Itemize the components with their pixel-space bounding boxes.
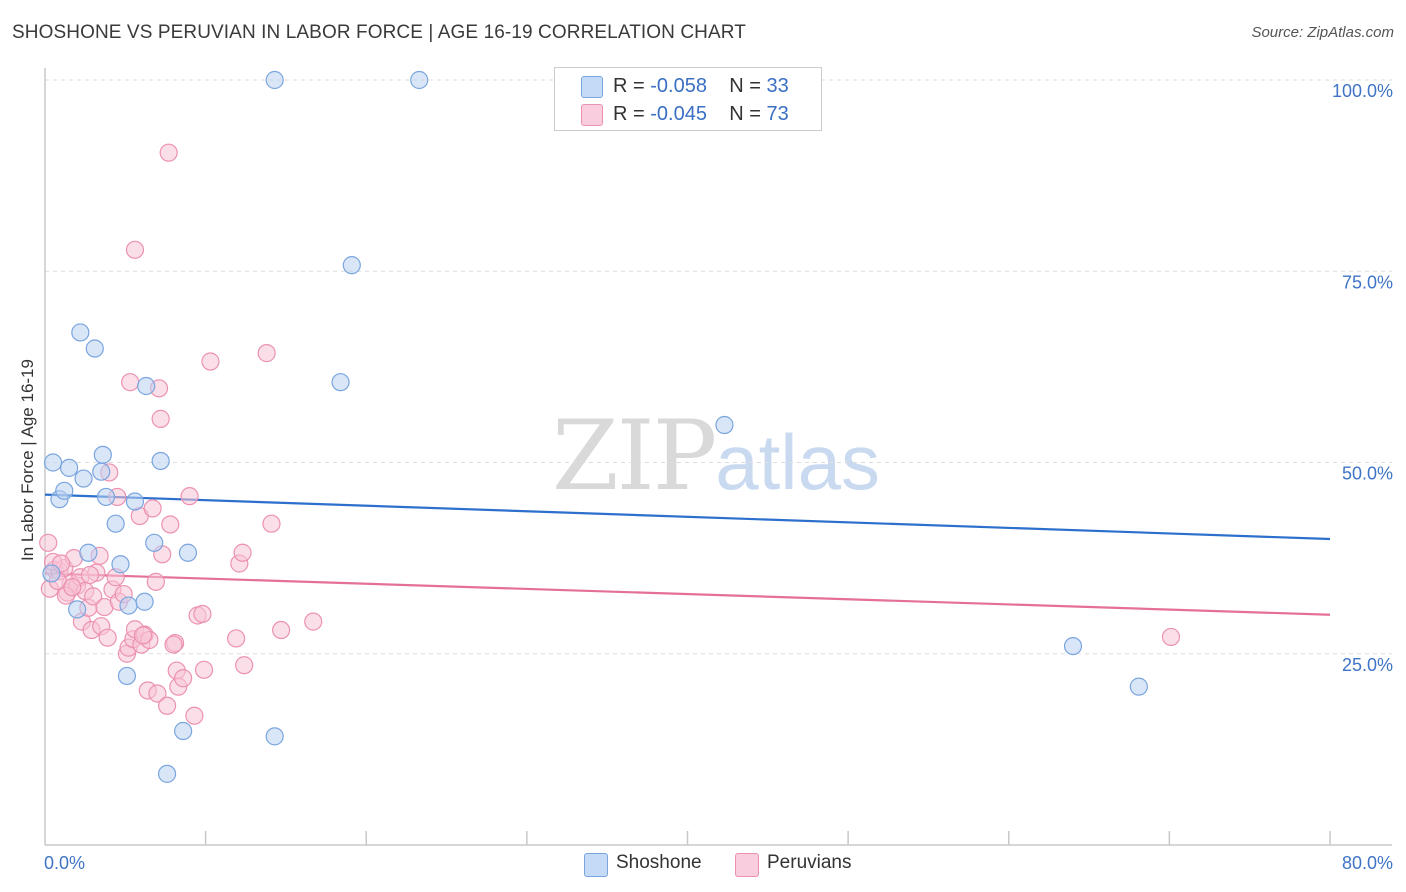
y-tick-label: 25.0% bbox=[1342, 655, 1393, 675]
data-point-peruvians bbox=[227, 629, 246, 648]
data-point-shoshone bbox=[68, 600, 87, 619]
legend-r-label: R = bbox=[613, 74, 645, 97]
data-point-shoshone bbox=[178, 543, 198, 562]
legend-n-value: 33 bbox=[766, 74, 789, 97]
source-label: Source: ZipAtlas.com bbox=[1251, 24, 1394, 41]
correlation-legend: R = -0.058 N = 33 R = -0.045 N = 73 bbox=[554, 67, 822, 131]
legend-n-label: N = bbox=[729, 74, 761, 97]
data-point-shoshone bbox=[1063, 636, 1083, 656]
data-point-shoshone bbox=[410, 70, 429, 90]
data-point-shoshone bbox=[137, 376, 156, 396]
tick-labels: 25.0% 50.0% 75.0% 100.0% 0.0% 80.0% bbox=[44, 81, 1393, 873]
data-point-peruvians bbox=[194, 660, 214, 679]
bottom-legend-swatch-shoshone bbox=[584, 853, 608, 877]
data-point-shoshone bbox=[145, 533, 164, 552]
data-point-peruvians bbox=[125, 240, 145, 259]
data-point-peruvians bbox=[257, 344, 276, 363]
chart-title: SHOSHONE VS PERUVIAN IN LABOR FORCE | AG… bbox=[12, 22, 746, 43]
data-point-peruvians bbox=[180, 487, 199, 506]
data-point-shoshone bbox=[117, 666, 137, 686]
legend-n-label: N = bbox=[729, 102, 761, 125]
data-point-shoshone bbox=[265, 727, 284, 746]
bottom-legend-label-shoshone: Shoshone bbox=[616, 852, 702, 873]
data-point-shoshone bbox=[157, 764, 177, 783]
data-point-shoshone bbox=[342, 256, 361, 275]
data-point-peruvians bbox=[148, 684, 167, 703]
data-point-shoshone bbox=[111, 555, 130, 574]
data-point-peruvians bbox=[121, 373, 140, 392]
data-point-peruvians bbox=[84, 587, 103, 606]
y-tick-label: 50.0% bbox=[1342, 464, 1393, 484]
data-point-shoshone bbox=[74, 469, 93, 488]
data-point-shoshone bbox=[1129, 677, 1148, 696]
data-point-shoshone bbox=[92, 462, 111, 481]
data-point-shoshone bbox=[715, 415, 734, 435]
data-point-peruvians bbox=[174, 669, 193, 688]
data-point-peruvians bbox=[63, 578, 82, 597]
data-point-peruvians bbox=[146, 572, 165, 591]
data-point-peruvians bbox=[233, 543, 252, 562]
data-point-shoshone bbox=[106, 514, 125, 533]
data-point-peruvians bbox=[157, 696, 177, 715]
trend-lines bbox=[44, 493, 1331, 616]
data-point-peruvians bbox=[161, 515, 180, 534]
data-point-shoshone bbox=[174, 721, 193, 741]
data-point-shoshone bbox=[59, 458, 79, 477]
data-point-shoshone bbox=[265, 70, 284, 90]
data-point-peruvians bbox=[1161, 627, 1181, 647]
data-point-peruvians bbox=[272, 620, 291, 640]
data-point-shoshone bbox=[93, 445, 112, 464]
data-point-peruvians bbox=[164, 635, 183, 654]
data-point-peruvians bbox=[151, 409, 170, 428]
legend-swatch-shoshone bbox=[581, 76, 603, 98]
data-point-shoshone bbox=[135, 592, 154, 611]
y-tick-label: 75.0% bbox=[1342, 272, 1393, 292]
data-point-shoshone bbox=[125, 492, 145, 511]
watermark-zip: ZIP bbox=[552, 400, 717, 512]
x-tick-label: 80.0% bbox=[1342, 853, 1393, 873]
data-point-shoshone bbox=[96, 487, 116, 507]
data-point-shoshone bbox=[331, 373, 350, 392]
data-point-peruvians bbox=[133, 626, 153, 645]
axes bbox=[44, 68, 1392, 846]
y-tick-label: 100.0% bbox=[1332, 81, 1393, 101]
data-point-shoshone bbox=[71, 323, 90, 342]
watermark: ZIPatlas bbox=[552, 400, 880, 512]
data-point-shoshone bbox=[85, 339, 104, 358]
data-point-shoshone bbox=[79, 543, 98, 562]
data-points bbox=[39, 70, 1181, 783]
data-point-shoshone bbox=[42, 564, 61, 583]
data-point-peruvians bbox=[143, 499, 162, 518]
trend-line-shoshone bbox=[44, 493, 1331, 541]
data-point-shoshone bbox=[119, 596, 138, 615]
data-point-peruvians bbox=[98, 628, 117, 647]
legend-swatch-peruvians bbox=[581, 104, 603, 126]
legend-r-value: -0.058 bbox=[650, 74, 707, 97]
data-point-peruvians bbox=[39, 533, 58, 552]
data-point-peruvians bbox=[201, 352, 220, 371]
x-tick-label: 0.0% bbox=[44, 853, 85, 873]
legend-r-label: R = bbox=[613, 102, 645, 125]
data-point-shoshone bbox=[151, 451, 170, 471]
data-point-shoshone bbox=[55, 481, 74, 500]
data-point-peruvians bbox=[193, 604, 212, 624]
trend-line-peruvians bbox=[44, 572, 1331, 616]
data-point-peruvians bbox=[262, 514, 281, 533]
data-point-peruvians bbox=[80, 565, 100, 585]
data-point-peruvians bbox=[159, 143, 178, 162]
legend-n-value: 73 bbox=[766, 102, 789, 125]
legend-r-value: -0.045 bbox=[650, 102, 707, 125]
data-point-shoshone bbox=[43, 453, 63, 472]
bottom-legend-label-peruvians: Peruvians bbox=[767, 852, 852, 873]
data-point-peruvians bbox=[185, 706, 204, 725]
data-point-peruvians bbox=[304, 612, 323, 631]
data-point-peruvians bbox=[235, 656, 254, 675]
bottom-legend-swatch-peruvians bbox=[735, 853, 759, 877]
